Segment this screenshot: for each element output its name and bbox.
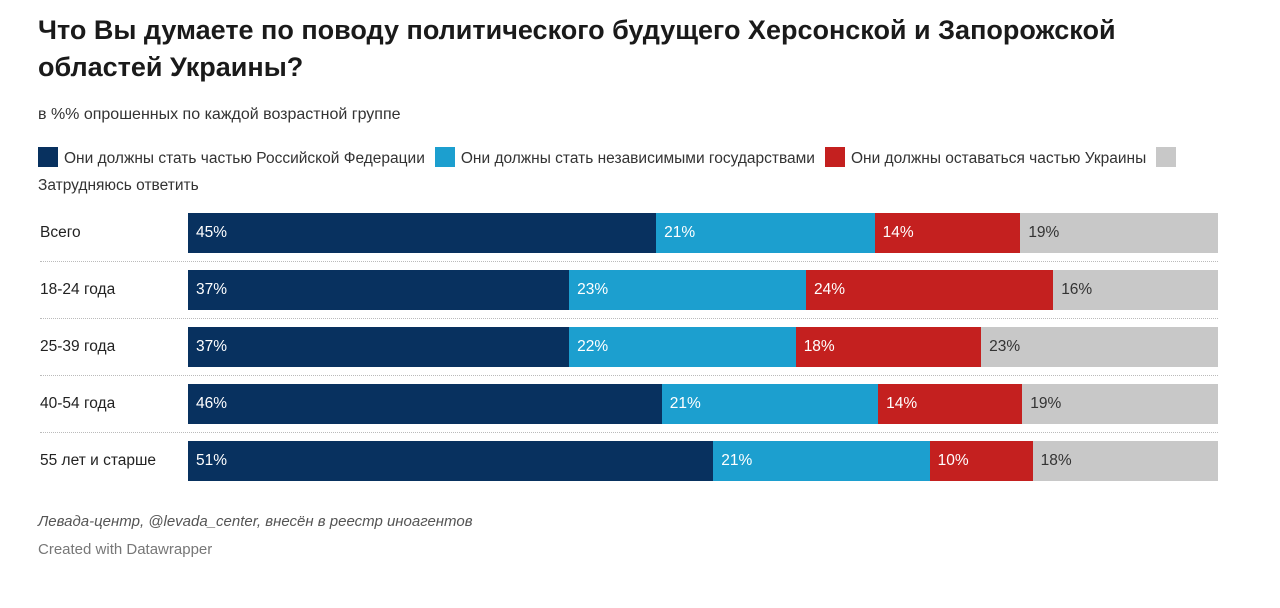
data-label: 21% xyxy=(669,395,701,412)
data-label: 37% xyxy=(196,281,228,298)
bar-segment: 37% xyxy=(188,270,570,310)
bar-segment: 51% xyxy=(188,441,714,481)
bar-segment: 16% xyxy=(1053,270,1218,310)
data-label: 21% xyxy=(664,224,696,241)
row-label: 40-54 года xyxy=(40,395,116,412)
bar-segment: 19% xyxy=(1022,384,1218,424)
bar-segment: 45% xyxy=(188,213,657,253)
bar-segment: 37% xyxy=(188,327,570,367)
data-label: 46% xyxy=(196,395,228,412)
bar-segment: 18% xyxy=(795,327,982,367)
source-note: Левада-центр, @levada_center, внесён в р… xyxy=(38,513,473,530)
legend-item: Они должны оставаться частью Украины xyxy=(824,147,1147,167)
bar-segment: 21% xyxy=(661,384,879,424)
credit-note: Created with Datawrapper xyxy=(38,541,213,558)
legend-swatch xyxy=(1156,147,1177,167)
bar-segment: 46% xyxy=(188,384,662,424)
bar-segment: 24% xyxy=(806,270,1054,310)
legend-label: Они должны стать частью Российской Федер… xyxy=(64,150,425,167)
bar-segment: 18% xyxy=(1032,441,1218,481)
data-label: 14% xyxy=(882,224,914,241)
bar-segment: 21% xyxy=(713,441,930,481)
bar-segment: 23% xyxy=(569,270,806,310)
data-label: 14% xyxy=(886,395,918,412)
data-label: 23% xyxy=(577,281,609,298)
data-label: 51% xyxy=(196,452,228,469)
data-label: 19% xyxy=(1030,395,1062,412)
row-separator xyxy=(40,261,1218,262)
row-separator xyxy=(40,318,1218,319)
bar-segment: 19% xyxy=(1020,213,1218,253)
legend-swatch xyxy=(38,147,58,167)
stacked-bar-chart: Всего 45% 21% 14% 19% 18-24 года 37% 23% 24% 16% 2… xyxy=(40,213,1218,481)
data-label: 18% xyxy=(1040,452,1072,469)
row-label: 18-24 года xyxy=(40,281,116,298)
bar-segment: 10% xyxy=(929,441,1033,481)
row-label: Всего xyxy=(40,224,81,241)
bar-segment: 21% xyxy=(656,213,875,253)
data-label: 19% xyxy=(1028,224,1060,241)
legend-label: Затрудняюсь ответить xyxy=(38,177,199,194)
bar-segment: 14% xyxy=(874,213,1021,253)
row-label: 55 лет и старше xyxy=(40,452,157,469)
bar-segment: 14% xyxy=(878,384,1023,424)
row-separator xyxy=(40,432,1218,433)
data-label: 21% xyxy=(721,452,753,469)
legend-item: Они должны стать частью Российской Федер… xyxy=(38,147,425,167)
legend-label: Они должны стать независимыми государств… xyxy=(460,150,815,167)
data-label: 37% xyxy=(196,338,228,355)
legend-item: Затрудняюсь ответить xyxy=(38,147,1182,194)
data-label: 24% xyxy=(814,281,846,298)
bar-segment: 22% xyxy=(569,327,796,367)
data-label: 16% xyxy=(1061,281,1093,298)
legend-label: Они должны оставаться частью Украины xyxy=(850,150,1147,167)
row-separator xyxy=(40,375,1218,376)
chart-subtitle: в %% опрошенных по каждой возрастной гру… xyxy=(38,106,401,123)
data-label: 18% xyxy=(803,338,835,355)
bar-segment: 23% xyxy=(981,327,1218,367)
legend-swatch xyxy=(434,147,455,167)
row-label: 25-39 года xyxy=(40,338,116,355)
legend: Они должны стать частью Российской Федер… xyxy=(38,145,1188,199)
chart-title: Что Вы думаете по поводу политического б… xyxy=(38,15,1116,82)
data-label: 23% xyxy=(989,338,1021,355)
data-label: 10% xyxy=(937,452,969,469)
legend-item: Они должны стать независимыми государств… xyxy=(434,147,815,167)
legend-swatch xyxy=(824,147,845,167)
data-label: 22% xyxy=(577,338,609,355)
data-label: 45% xyxy=(196,224,228,241)
